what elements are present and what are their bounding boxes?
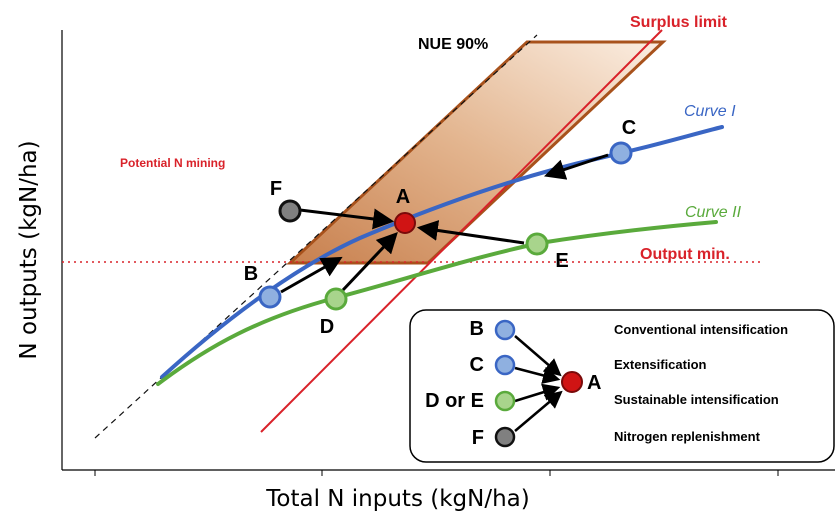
point-e-label: E <box>555 250 568 272</box>
legend-key-b: B <box>470 318 484 340</box>
legend: B C D or E F A Conventional intensificat… <box>409 309 835 463</box>
y-axis-title: N outputs (kgN/ha) <box>16 140 42 359</box>
legend-text-sustainable: Sustainable intensification <box>614 392 779 407</box>
point-d-marker <box>324 287 348 311</box>
legend-marker-c <box>494 354 516 376</box>
legend-marker-b <box>494 319 516 341</box>
output-min-label: Output min. <box>640 246 730 263</box>
curve-1-label: Curve I <box>684 103 736 120</box>
sustainable-zone <box>286 40 667 265</box>
point-f-label: F <box>270 178 282 200</box>
point-a-marker <box>394 212 416 234</box>
potential-mining-label: Potential N mining <box>120 156 225 170</box>
arrow-b-to-a <box>280 256 343 294</box>
legend-marker-f <box>494 426 516 448</box>
point-b-marker <box>258 285 282 309</box>
point-f-marker <box>278 199 302 223</box>
legend-marker-a <box>561 371 583 393</box>
curve-1 <box>160 125 724 379</box>
arrow-d-to-a <box>341 231 398 292</box>
point-c-label: C <box>622 117 636 139</box>
point-c-marker <box>609 141 633 165</box>
arrow-c-to-curve <box>544 153 609 180</box>
legend-key-d-or-e: D or E <box>425 390 484 412</box>
surplus-limit-line <box>260 29 663 433</box>
legend-arrow-f <box>514 390 563 432</box>
axes <box>61 30 835 476</box>
legend-text-replenishment: Nitrogen replenishment <box>614 429 761 444</box>
point-d-label: D <box>320 316 334 338</box>
legend-arrow-d-or-e <box>514 383 561 403</box>
arrow-f-to-a <box>299 208 395 230</box>
legend-arrow-c <box>514 366 561 384</box>
legend-key-f: F <box>472 427 484 449</box>
legend-key-a: A <box>587 372 601 394</box>
legend-text-conventional: Conventional intensification <box>614 322 788 337</box>
surplus-limit-label: Surplus limit <box>630 14 728 31</box>
arrow-e-to-a <box>416 220 525 245</box>
point-a-label: A <box>396 186 410 208</box>
legend-text-extensification: Extensification <box>614 357 707 372</box>
x-axis-title: Total N inputs (kgN/ha) <box>265 486 530 512</box>
point-b-label: B <box>244 263 258 285</box>
point-e-marker <box>525 232 549 256</box>
arrows <box>280 153 609 294</box>
legend-box <box>409 309 835 463</box>
curve-2 <box>156 220 718 386</box>
curve-2-label: Curve II <box>685 204 742 221</box>
legend-key-c: C <box>470 354 484 376</box>
legend-marker-d-or-e <box>494 390 516 412</box>
nue-label: NUE 90% <box>418 36 488 53</box>
